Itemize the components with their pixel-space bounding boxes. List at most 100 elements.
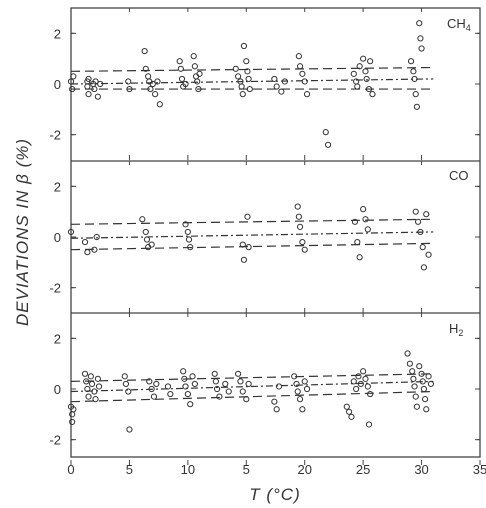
- data-point: [350, 378, 357, 385]
- data-point: [303, 385, 311, 393]
- data-point: [185, 236, 193, 243]
- data-point: [70, 73, 77, 80]
- data-point: [413, 403, 420, 410]
- data-point: [139, 216, 146, 223]
- data-point: [354, 83, 361, 90]
- x-tick-label: 5: [126, 462, 133, 477]
- data-point: [301, 246, 308, 253]
- data-point: [291, 373, 298, 380]
- data-point: [153, 380, 160, 388]
- data-point: [232, 65, 239, 72]
- data-point: [146, 378, 153, 385]
- data-point: [409, 368, 416, 375]
- data-point: [92, 78, 99, 85]
- upper-bound-line: [70, 373, 434, 382]
- data-point: [147, 85, 154, 93]
- data-point: [294, 203, 301, 210]
- data-point: [145, 73, 152, 80]
- data-point: [156, 101, 163, 108]
- data-point: [177, 65, 184, 72]
- data-point: [353, 385, 360, 393]
- data-point: [369, 91, 376, 98]
- data-point: [150, 393, 158, 400]
- data-point: [416, 363, 423, 370]
- data-point: [354, 238, 361, 246]
- data-point: [360, 368, 367, 375]
- data-point: [85, 75, 92, 83]
- data-point: [83, 378, 90, 385]
- panel-label-h2: H2: [449, 321, 463, 338]
- y-tick-label: 0: [54, 77, 61, 92]
- data-point: [222, 380, 229, 388]
- data-point: [348, 413, 355, 420]
- data-point: [182, 221, 189, 228]
- data-point: [190, 53, 197, 60]
- data-point: [184, 390, 191, 398]
- data-point: [122, 380, 130, 388]
- data-point: [212, 378, 220, 385]
- data-point: [273, 406, 280, 413]
- data-point: [240, 42, 248, 50]
- data-point: [418, 45, 425, 52]
- data-point: [295, 53, 302, 60]
- data-point: [417, 228, 424, 236]
- data-point: [245, 244, 252, 251]
- data-point: [357, 380, 364, 388]
- data-point: [367, 58, 374, 65]
- data-point: [406, 360, 413, 367]
- data-point: [299, 238, 306, 246]
- data-point: [187, 401, 194, 408]
- data-point: [427, 380, 435, 388]
- data-point: [84, 83, 91, 90]
- data-point: [421, 396, 429, 403]
- data-point: [239, 91, 246, 98]
- data-point: [126, 426, 133, 433]
- data-point: [125, 388, 132, 395]
- data-point: [91, 388, 98, 395]
- data-point: [85, 393, 92, 400]
- data-point: [299, 406, 306, 413]
- y-tick-label: 0: [54, 382, 61, 397]
- x-tick-label: 10: [181, 462, 195, 477]
- data-point: [240, 256, 248, 263]
- data-point: [411, 383, 418, 390]
- data-point: [238, 83, 245, 90]
- x-tick-label: 25: [356, 462, 370, 477]
- mean-fit-line: [70, 231, 434, 239]
- data-point: [296, 223, 304, 230]
- data-point: [84, 249, 91, 256]
- data-point: [91, 85, 98, 93]
- data-point: [365, 85, 373, 93]
- data-point: [85, 91, 92, 98]
- data-point: [356, 63, 363, 70]
- data-point: [407, 58, 415, 65]
- data-point: [404, 350, 411, 357]
- x-tick-label: 5: [243, 462, 250, 477]
- data-point: [148, 385, 155, 393]
- data-point: [69, 85, 76, 93]
- data-point: [271, 75, 278, 83]
- data-point: [420, 385, 428, 393]
- y-axis-title: DEVIATIONS IN β (%): [13, 138, 32, 326]
- mean-fit-line: [70, 78, 434, 85]
- data-point: [419, 378, 426, 385]
- data-point: [239, 241, 246, 248]
- y-tick-label: 2: [54, 331, 61, 346]
- data-point: [301, 78, 308, 85]
- data-point: [97, 80, 104, 88]
- plot-frame: [70, 7, 481, 458]
- data-point: [281, 78, 288, 85]
- data-point: [423, 406, 430, 413]
- data-point: [213, 385, 221, 393]
- data-point: [225, 388, 232, 395]
- data-point: [245, 380, 252, 388]
- data-point: [356, 254, 363, 261]
- data-point: [412, 393, 419, 400]
- data-point: [346, 408, 353, 415]
- data-point: [416, 20, 423, 27]
- data-point: [211, 370, 218, 377]
- data-point: [419, 244, 426, 251]
- data-point: [417, 35, 424, 42]
- data-point: [243, 396, 250, 403]
